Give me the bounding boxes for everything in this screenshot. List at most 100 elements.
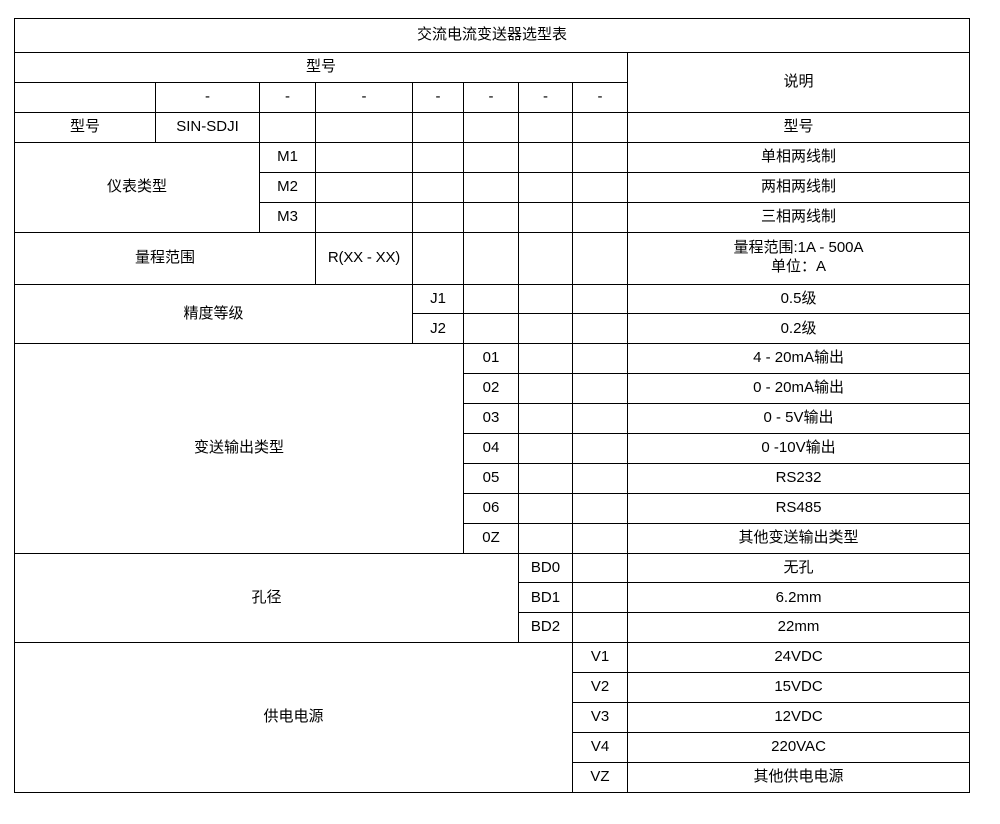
cell-model-c5 — [412, 112, 464, 143]
cell-o02-c8 — [572, 373, 628, 405]
row-aperture-bd0: 孔径 BD0 无孔 — [14, 552, 971, 644]
cell-range-c7 — [518, 231, 573, 285]
cell-o02-c7 — [518, 373, 573, 405]
code-meter-type-m1: M1 — [259, 141, 316, 173]
code-output-05: 05 — [463, 462, 519, 494]
label-power-supply: 供电电源 — [14, 642, 573, 793]
cell-o01-c8 — [572, 343, 628, 375]
desc-output-02: 0 - 20mA输出 — [626, 373, 971, 405]
row-power-v3: V3 12VDC — [15, 702, 971, 733]
code-aperture-bd0: BD0 — [518, 552, 573, 584]
separator-dash-1: - — [155, 82, 260, 113]
selection-table: 交流电流变送器选型表 型号 说明 - - - - - - - 型号 SIN — [13, 18, 971, 794]
cell-o06-c7 — [518, 492, 573, 524]
label-output-type: 变送输出类型 — [14, 343, 464, 554]
cell-range-c6 — [463, 231, 519, 285]
cell-j2-c8 — [572, 313, 628, 345]
code-aperture-bd1: BD1 — [518, 582, 573, 614]
cell-m3-c6 — [463, 201, 519, 233]
row-output-04: 04 0 -10V输出 — [15, 433, 971, 464]
cell-j1-c6 — [463, 283, 519, 315]
cell-bd0-c8 — [572, 552, 628, 584]
row-model: 型号 SIN-SDJI 型号 — [14, 112, 971, 143]
desc-output-05: RS232 — [626, 462, 971, 494]
desc-meter-type-m1: 单相两线制 — [626, 141, 971, 173]
code-output-06: 06 — [463, 492, 519, 524]
cell-j1-c8 — [572, 283, 628, 315]
description-header: 说明 — [626, 52, 971, 113]
cell-m1-c7 — [518, 141, 573, 173]
separator-cell-blank — [14, 82, 156, 113]
cell-bd1-c8 — [572, 582, 628, 614]
cell-m1-c4 — [315, 141, 413, 173]
cell-model-c6 — [463, 112, 519, 143]
code-meter-type-m3: M3 — [259, 201, 316, 233]
cell-m3-c5 — [412, 201, 464, 233]
cell-m1-c8 — [572, 141, 628, 173]
code-model: SIN-SDJI — [155, 112, 260, 143]
model-group-header: 型号 — [14, 52, 628, 83]
cell-m3-c8 — [572, 201, 628, 233]
row-output-0z: 0Z 其他变送输出类型 — [15, 522, 971, 554]
code-range: R(XX - XX) — [315, 231, 413, 285]
cell-o0z-c7 — [518, 522, 573, 554]
desc-output-0z: 其他变送输出类型 — [626, 522, 971, 554]
desc-power-vz: 其他供电电源 — [626, 761, 971, 794]
separator-dash-7: - — [572, 82, 628, 113]
desc-aperture-bd0: 无孔 — [626, 552, 971, 584]
code-output-03: 03 — [463, 403, 519, 435]
desc-output-04: 0 -10V输出 — [626, 433, 971, 464]
cell-o06-c8 — [572, 492, 628, 524]
code-meter-type-m2: M2 — [259, 171, 316, 203]
cell-o04-c8 — [572, 433, 628, 464]
desc-accuracy-j2: 0.2级 — [626, 313, 971, 345]
cell-o05-c7 — [518, 462, 573, 494]
label-accuracy: 精度等级 — [14, 283, 413, 345]
page-title: 交流电流变送器选型表 — [13, 18, 971, 53]
label-model: 型号 — [14, 112, 156, 143]
cell-m1-c5 — [412, 141, 464, 173]
row-accuracy-j1: 精度等级 J1 0.5级 — [14, 283, 971, 345]
desc-model: 型号 — [626, 112, 971, 143]
row-meter-type-m1: 仪表类型 M1 单相两线制 — [14, 141, 971, 233]
cell-bd2-c8 — [572, 612, 628, 644]
cell-o0z-c8 — [572, 522, 628, 554]
desc-output-03: 0 - 5V输出 — [626, 403, 971, 435]
row-range: 量程范围 R(XX - XX) 量程范围:1A - 500A 单位：A — [14, 231, 971, 285]
cell-j1-c7 — [518, 283, 573, 315]
desc-range-line2: 单位：A — [771, 258, 827, 276]
desc-power-v1: 24VDC — [626, 642, 971, 674]
row-output-06: 06 RS485 — [15, 492, 971, 524]
desc-power-v4: 220VAC — [626, 731, 971, 763]
code-power-v1: V1 — [572, 642, 628, 674]
code-power-v2: V2 — [572, 672, 628, 704]
cell-model-c4 — [315, 112, 413, 143]
title-row: 交流电流变送器选型表 — [13, 18, 971, 53]
cell-m1-c6 — [463, 141, 519, 173]
code-power-v4: V4 — [572, 731, 628, 763]
cell-model-c3 — [259, 112, 316, 143]
code-aperture-bd2: BD2 — [518, 612, 573, 644]
cell-o03-c8 — [572, 403, 628, 435]
separator-row: - - - - - - - — [14, 82, 970, 113]
row-meter-type-m3: M3 三相两线制 — [15, 201, 971, 233]
label-range: 量程范围 — [14, 231, 316, 285]
code-power-v3: V3 — [572, 702, 628, 733]
cell-m3-c4 — [315, 201, 413, 233]
cell-o01-c7 — [518, 343, 573, 375]
group-header-row: 型号 说明 — [14, 52, 971, 113]
row-aperture-bd1: BD1 6.2mm — [15, 582, 971, 614]
cell-o04-c7 — [518, 433, 573, 464]
code-output-0z: 0Z — [463, 522, 519, 554]
code-output-02: 02 — [463, 373, 519, 405]
cell-m3-c7 — [518, 201, 573, 233]
cell-j2-c6 — [463, 313, 519, 345]
label-meter-type: 仪表类型 — [14, 141, 260, 233]
row-output-02: 02 0 - 20mA输出 — [15, 373, 971, 405]
desc-output-01: 4 - 20mA输出 — [626, 343, 971, 375]
row-output-05: 05 RS232 — [15, 462, 971, 494]
desc-meter-type-m3: 三相两线制 — [626, 201, 971, 233]
cell-range-c8 — [572, 231, 628, 285]
label-aperture: 孔径 — [14, 552, 519, 644]
separator-dash-2: - — [259, 82, 316, 113]
